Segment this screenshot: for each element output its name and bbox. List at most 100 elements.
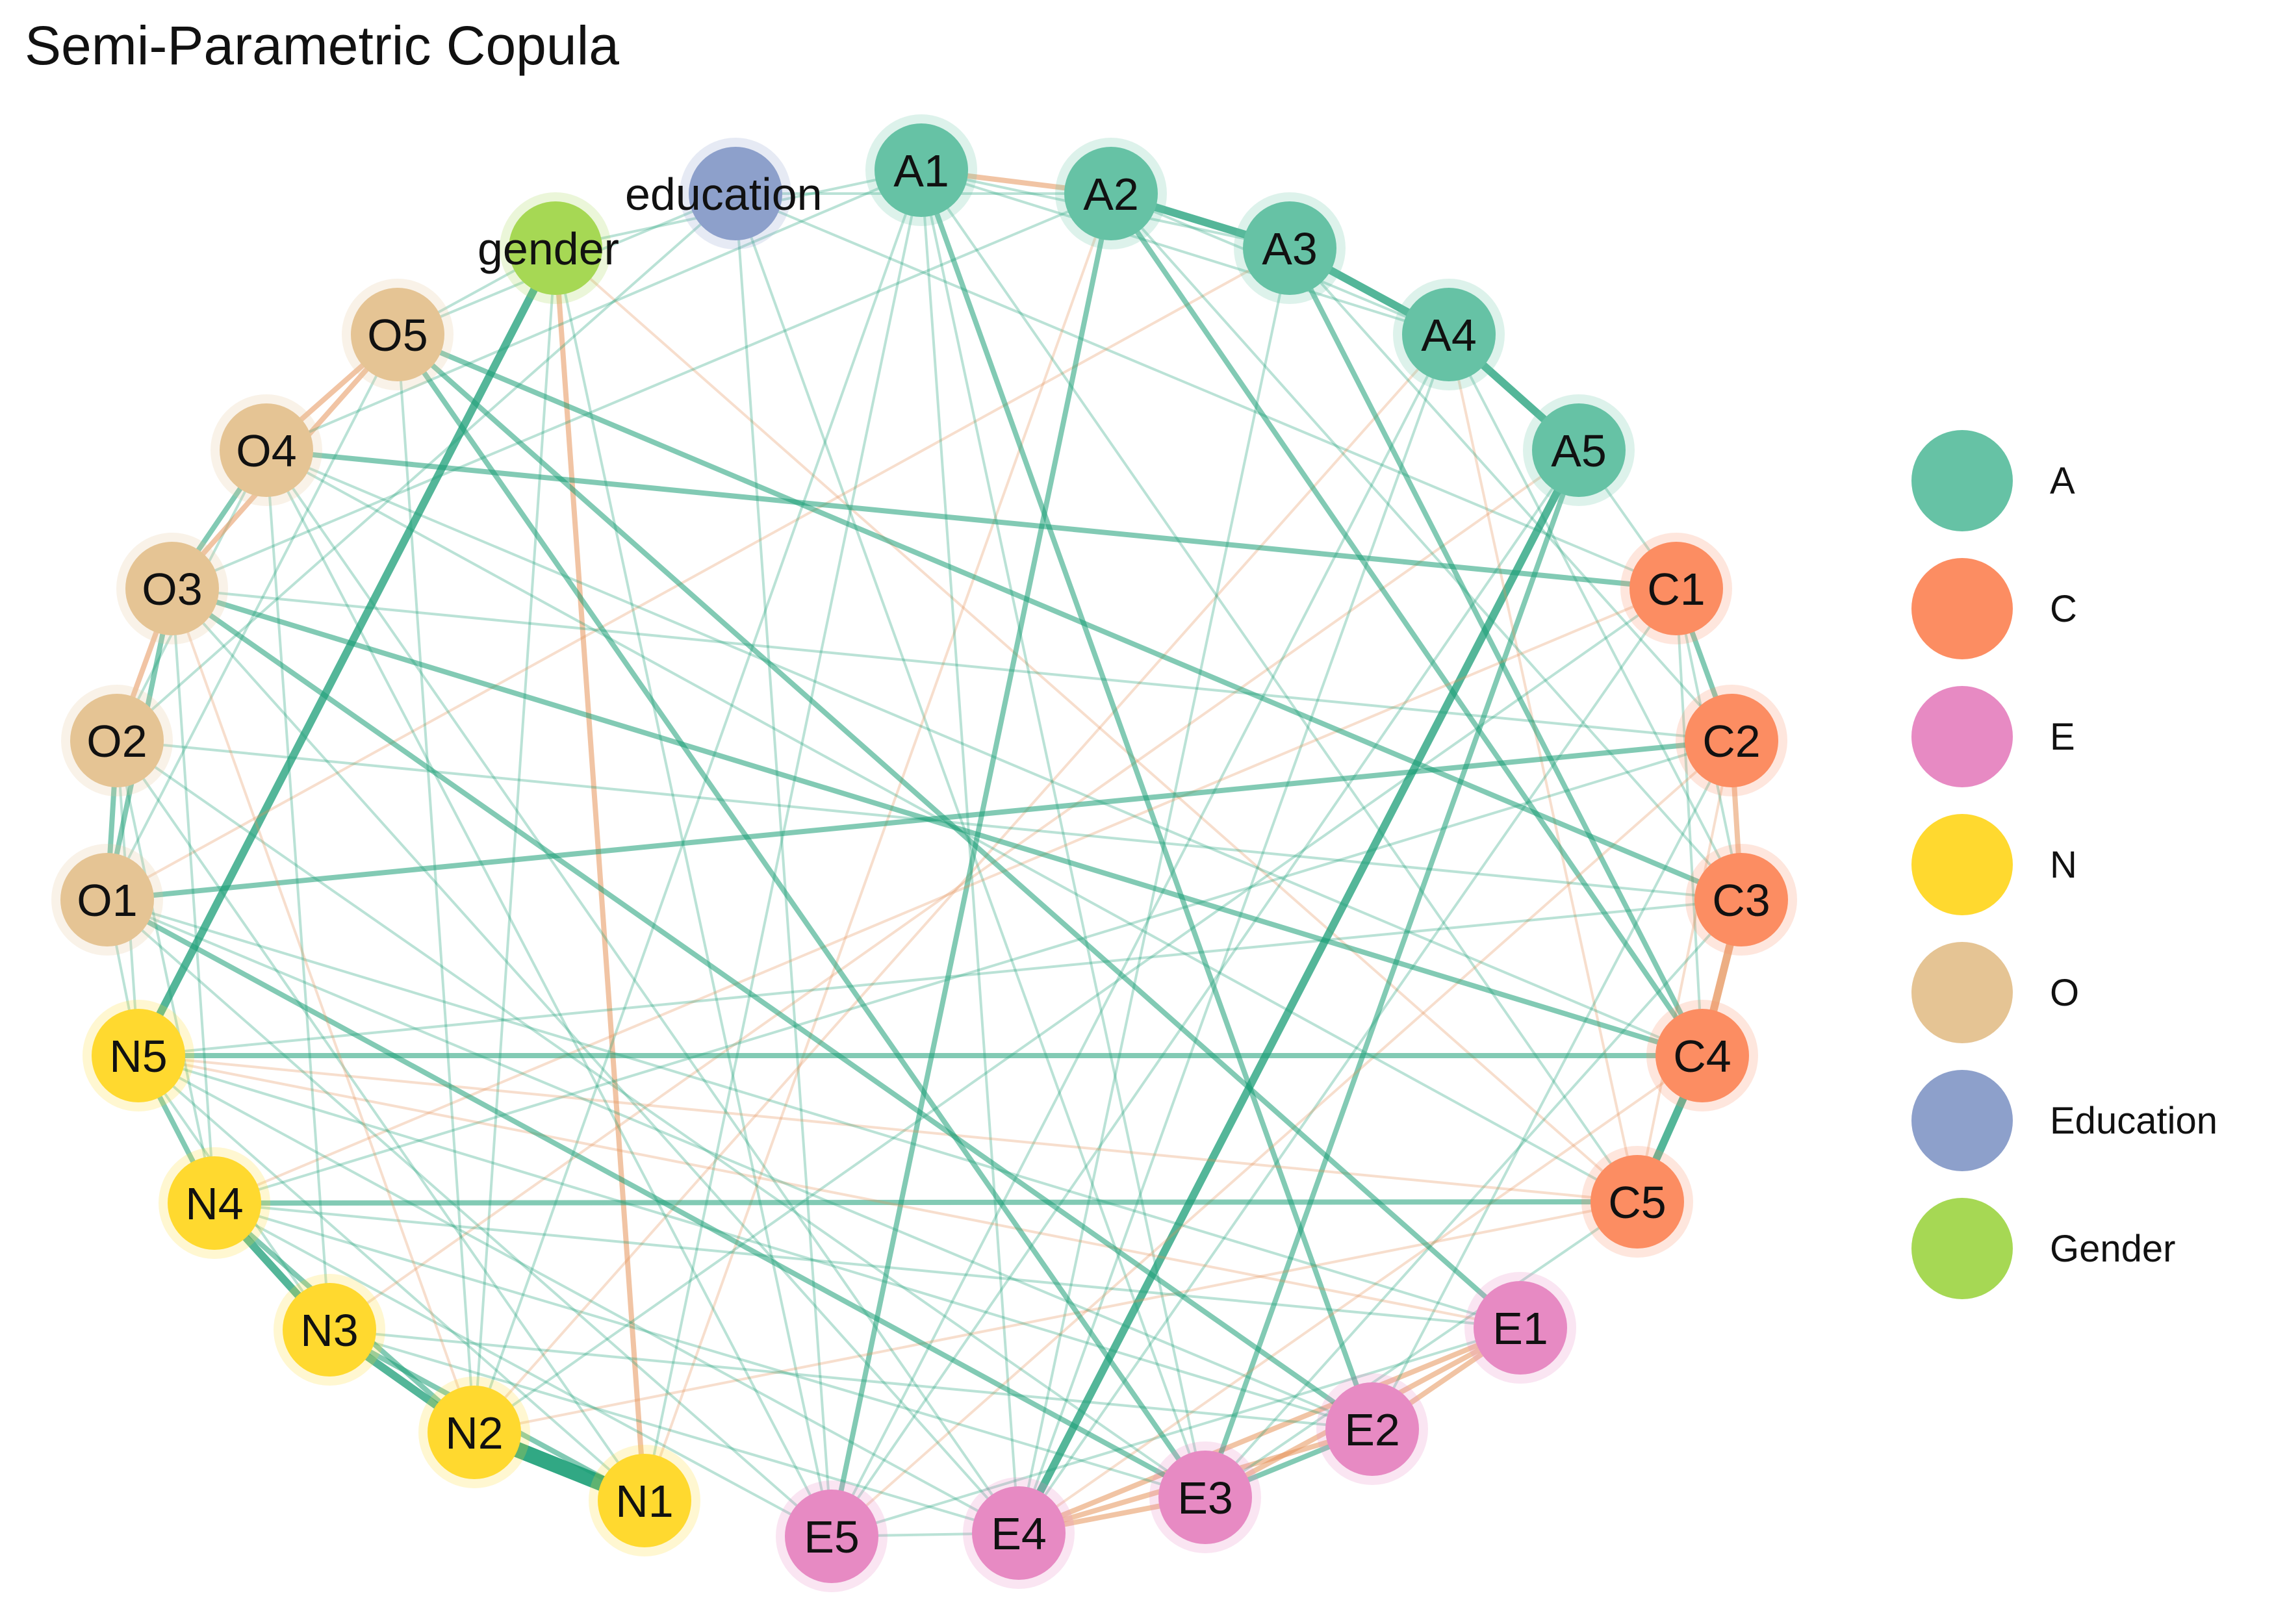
node-circle [1532,403,1626,497]
node-A1: A1 [865,114,977,226]
edge-A1-E4 [920,169,1020,1534]
edge-E5-O1 [106,898,833,1538]
edge-C2-O3 [171,587,1733,742]
legend-item-o: O [1911,942,2079,1043]
edge-education-E3 [734,192,1207,1499]
edge-C4-E4 [1017,1054,1704,1534]
edge-A1-A4 [920,169,1450,336]
node-N4: N4 [159,1147,270,1259]
edge-E1-O5 [395,332,1523,1330]
edge-C2-C5 [1636,739,1733,1203]
node-A3: A3 [1234,192,1346,304]
edge-E4-N3 [328,1328,1020,1534]
edge-E2-O1 [106,898,1373,1430]
node-circle [689,147,782,240]
node-label: O2 [86,716,147,767]
node-education: education [625,138,823,249]
edge-gender-N5 [134,244,559,1059]
node-label: O1 [77,875,137,926]
legend-item-a: A [1911,430,2075,531]
edge-A1-C5 [920,169,1639,1203]
node-O4: O4 [211,394,322,506]
node-C1: C1 [1620,533,1732,644]
node-C5: C5 [1581,1146,1693,1258]
node-circle [168,1156,261,1250]
edge-E4-O3 [171,587,1020,1534]
node-circle [1158,1451,1252,1544]
edge-A2-O3 [171,192,1112,590]
edge-C1-C4 [1675,587,1704,1057]
edge-A2-C3 [1110,192,1743,901]
node-label: N4 [185,1178,243,1229]
legend-label: O [2050,972,2079,1014]
edge-E1-N5 [137,1054,1522,1329]
legend-swatch [1911,686,2013,787]
node-label: E1 [1492,1303,1548,1354]
node-label: N2 [445,1408,503,1458]
node-circle [1591,1155,1684,1249]
node-layer: A1 A2 A3 A4 A5 C1 C2 C3 C4 C5 E1 E2 E3 E4 E5 N1 N2 N3 N4 N5… [51,114,1797,1592]
legend-label: N [2050,844,2077,886]
edge-E5-N4 [213,1202,833,1538]
node-label: C3 [1712,875,1770,926]
edge-A5-N3 [328,449,1580,1331]
legend-label: Education [2050,1100,2217,1142]
edge-education-E5 [734,192,833,1538]
node-label: C1 [1647,564,1705,615]
edge-A3-C4 [1287,246,1705,1058]
edge-A4-C3 [1448,333,1743,901]
legend-item-e: E [1911,686,2075,787]
node-circle [1655,1009,1749,1102]
node-C4: C4 [1646,1000,1758,1111]
node-E1: E1 [1464,1272,1576,1384]
node-circle [1402,288,1496,381]
node-E5: E5 [776,1480,888,1592]
edge-A1-O4 [265,169,923,451]
edge-N1-O2 [116,739,646,1502]
node-label: A4 [1421,310,1477,361]
node-circle [509,201,602,295]
edge-E3-O5 [395,332,1208,1500]
node-O2: O2 [61,685,173,796]
node-label: N1 [615,1476,673,1527]
edge-N2-O3 [171,587,476,1434]
edge-N4-O3 [171,587,216,1204]
edge-C3-O5 [395,332,1744,902]
legend-item-education: Education [1911,1070,2217,1171]
chart-title: Semi-Parametric Copula [25,15,619,76]
edge-C4-O3 [170,586,1705,1058]
edge-C5-N5 [137,1054,1639,1203]
node-circle [70,694,164,787]
node-C2: C2 [1676,685,1787,796]
legend-swatch [1911,1198,2013,1299]
node-circle [1629,542,1723,635]
legend-swatch [1911,1070,2013,1171]
node-circle [1243,201,1336,295]
edge-A4-N2 [473,333,1450,1434]
node-circle [1474,1281,1567,1375]
edge-gender-E5 [554,247,833,1538]
node-label: O3 [142,564,202,615]
legend-swatch [1911,814,2013,915]
node-N1: N1 [589,1445,700,1556]
edge-layer [105,168,1745,1539]
legend-label: E [2050,716,2075,758]
node-E3: E3 [1149,1441,1261,1553]
edge-C2-E2 [1371,739,1733,1430]
node-circle [1325,1382,1419,1476]
node-label: E3 [1177,1473,1233,1523]
legend: A C E N O Education Gender [1911,430,2217,1299]
node-label: A1 [893,146,949,196]
node-E2: E2 [1316,1373,1428,1485]
edge-E4-N5 [137,1054,1020,1534]
edge-A2-N1 [643,192,1112,1502]
edge-gender-N2 [473,247,557,1434]
edge-E1-E5 [830,1326,1522,1538]
edge-C3-E3 [1204,898,1743,1499]
edge-education-C1 [734,192,1678,590]
node-circle [428,1386,521,1479]
edge-C1-E4 [1017,587,1678,1534]
node-N2: N2 [418,1377,530,1488]
edge-C4-O4 [265,449,1704,1057]
edge-C2-E5 [830,739,1733,1538]
